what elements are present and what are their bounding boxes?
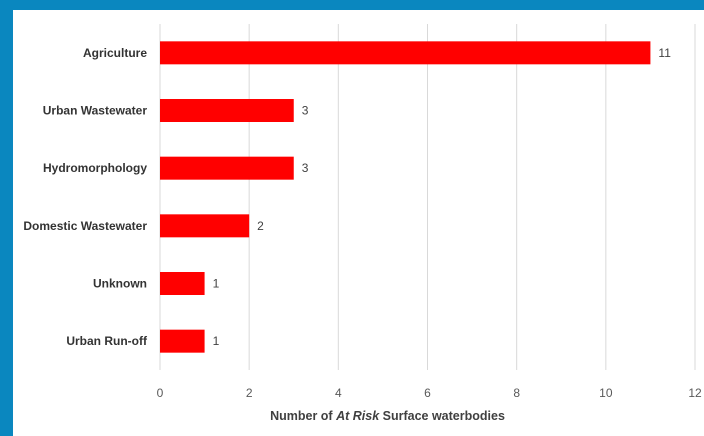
data-label-5: 1 xyxy=(213,334,220,348)
x-tick-label-4: 8 xyxy=(513,386,520,400)
data-label-0: 11 xyxy=(658,46,671,60)
category-label-4: Unknown xyxy=(93,277,147,291)
bar-5 xyxy=(160,329,205,353)
bar-chart: Agriculture Urban Wastewater Hydromorpholo… xyxy=(23,24,702,423)
category-label-2: Hydromorphology xyxy=(43,161,147,175)
x-tick-label-0: 0 xyxy=(157,386,164,400)
x-axis-title-part-1: Number of xyxy=(270,409,336,423)
bar-1 xyxy=(160,99,294,122)
x-tick-label-2: 4 xyxy=(335,386,342,400)
x-tick-labels: 0 2 4 6 8 10 12 xyxy=(157,386,702,400)
bar-2 xyxy=(160,156,294,180)
x-tick-label-1: 2 xyxy=(246,386,253,400)
x-tick-label-3: 6 xyxy=(424,386,431,400)
category-labels: Agriculture Urban Wastewater Hydromorpholo… xyxy=(23,46,148,348)
gridlines xyxy=(159,24,696,370)
data-label-2: 3 xyxy=(302,161,309,175)
x-tick-label-5: 10 xyxy=(599,386,613,400)
category-label-5: Urban Run-off xyxy=(66,334,148,348)
data-label-4: 1 xyxy=(213,277,220,291)
data-label-3: 2 xyxy=(257,219,264,233)
category-label-1: Urban Wastewater xyxy=(43,104,148,118)
bars xyxy=(160,41,651,353)
bar-0 xyxy=(160,41,651,65)
bar-4 xyxy=(160,272,205,295)
x-tick-label-6: 12 xyxy=(688,386,702,400)
x-axis-title-part-2: At Risk xyxy=(335,409,380,423)
category-label-3: Domestic Wastewater xyxy=(23,219,147,233)
x-axis-title: Number of At Risk Surface waterbodies xyxy=(270,409,505,423)
data-label-1: 3 xyxy=(302,104,309,118)
category-label-0: Agriculture xyxy=(83,46,147,60)
x-axis-title-part-3: Surface waterbodies xyxy=(379,409,505,423)
bar-3 xyxy=(160,214,250,238)
chart-frame: Agriculture Urban Wastewater Hydromorpholo… xyxy=(13,10,704,436)
